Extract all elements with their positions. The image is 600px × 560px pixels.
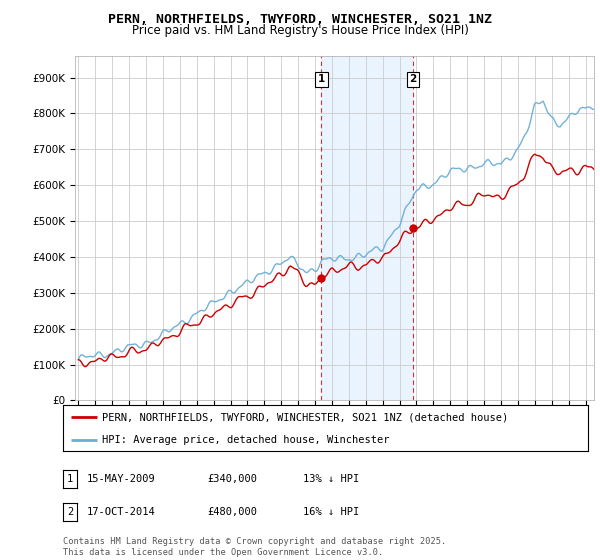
Text: 16% ↓ HPI: 16% ↓ HPI [303, 507, 359, 517]
Text: 13% ↓ HPI: 13% ↓ HPI [303, 474, 359, 484]
Text: £340,000: £340,000 [207, 474, 257, 484]
Text: Price paid vs. HM Land Registry's House Price Index (HPI): Price paid vs. HM Land Registry's House … [131, 24, 469, 37]
Text: PERN, NORTHFIELDS, TWYFORD, WINCHESTER, SO21 1NZ: PERN, NORTHFIELDS, TWYFORD, WINCHESTER, … [108, 13, 492, 26]
Text: 2: 2 [409, 74, 416, 85]
Text: 1: 1 [317, 74, 325, 85]
Text: 1: 1 [67, 474, 73, 484]
Text: 17-OCT-2014: 17-OCT-2014 [87, 507, 156, 517]
Bar [322, 56, 413, 400]
Text: £480,000: £480,000 [207, 507, 257, 517]
Text: Contains HM Land Registry data © Crown copyright and database right 2025.
This d: Contains HM Land Registry data © Crown c… [63, 537, 446, 557]
Text: HPI: Average price, detached house, Winchester: HPI: Average price, detached house, Winc… [103, 435, 390, 445]
Text: 2: 2 [67, 507, 73, 517]
Text: PERN, NORTHFIELDS, TWYFORD, WINCHESTER, SO21 1NZ (detached house): PERN, NORTHFIELDS, TWYFORD, WINCHESTER, … [103, 412, 509, 422]
Text: 15-MAY-2009: 15-MAY-2009 [87, 474, 156, 484]
